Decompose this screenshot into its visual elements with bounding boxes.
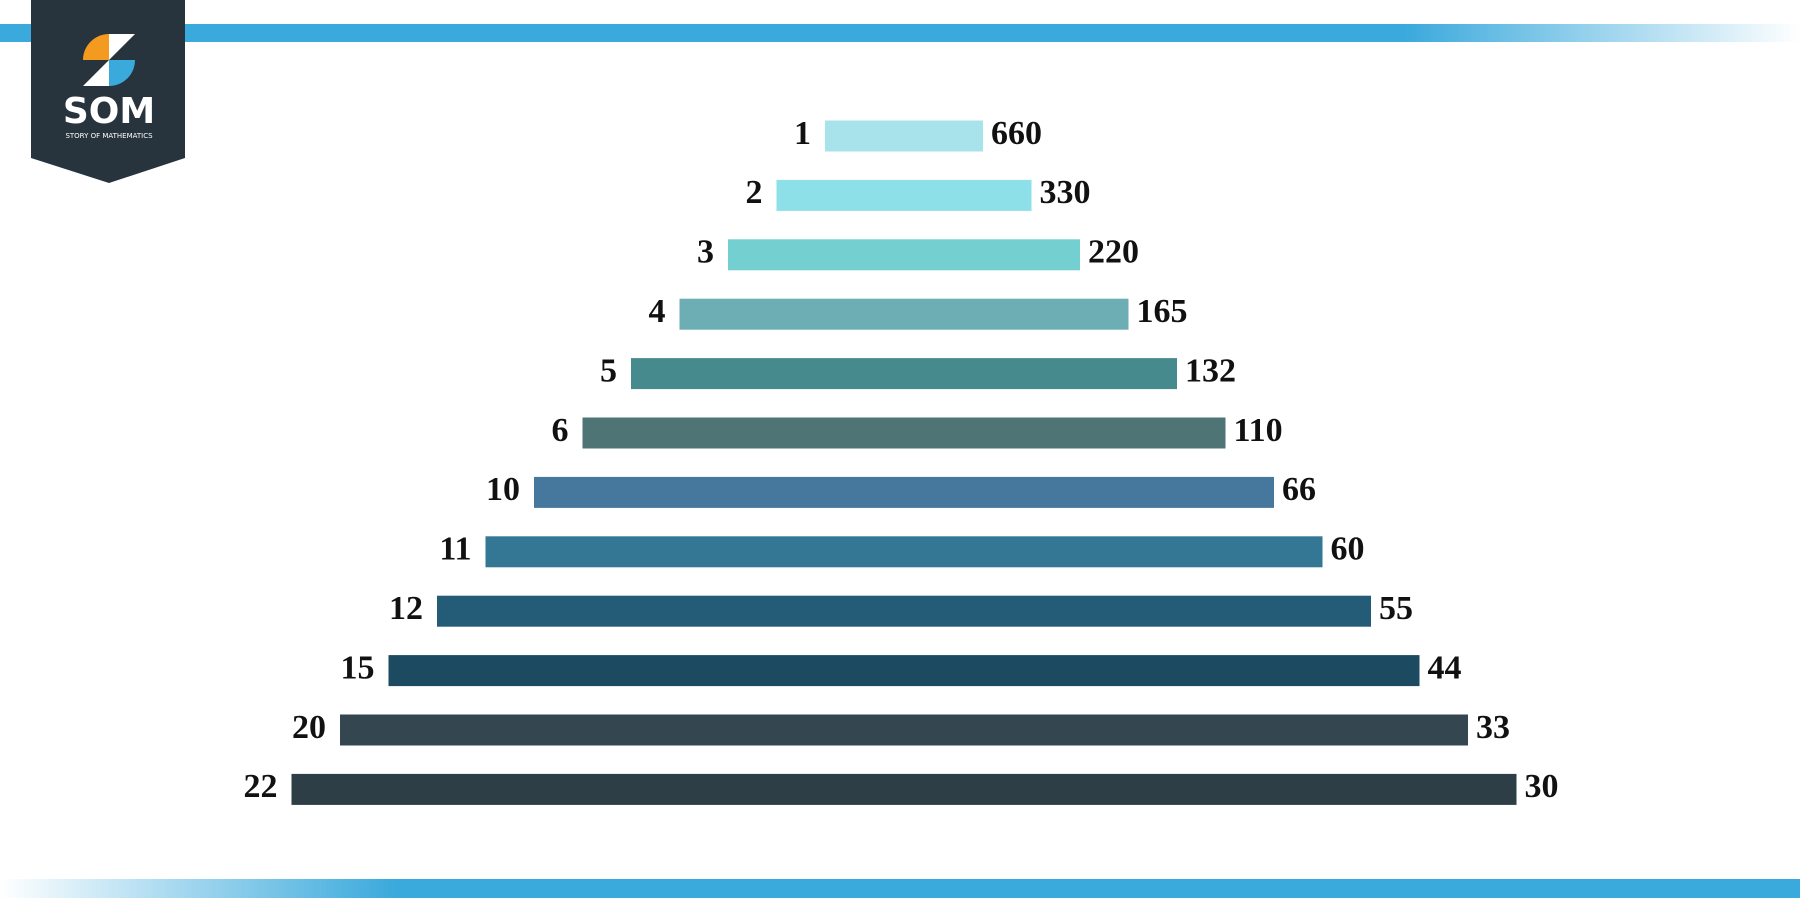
- left-factor: 2: [746, 174, 763, 211]
- right-factor: 60: [1331, 531, 1365, 568]
- left-factor: 1: [794, 115, 811, 152]
- pair-bar: [340, 714, 1468, 746]
- left-factor: 3: [697, 234, 714, 271]
- left-factor: 12: [389, 590, 423, 627]
- pair-bar: [631, 358, 1177, 390]
- bottom-band: [0, 879, 1800, 898]
- right-factor: 330: [1040, 174, 1091, 211]
- logo-badge: [31, 0, 185, 183]
- pair-bar: [534, 476, 1274, 508]
- left-factor: 15: [341, 649, 375, 686]
- logo: SOM STORY OF MATHEMATICS: [31, 0, 185, 183]
- factor-pairs: 1 660 2 330 3 220 4 165 5 132 6 110 10 66 11 60 12 55 15 44…: [244, 115, 1559, 805]
- left-factor: 20: [292, 709, 326, 746]
- right-factor: 66: [1282, 471, 1316, 508]
- right-factor: 30: [1525, 768, 1559, 805]
- right-factor: 660: [991, 115, 1042, 152]
- right-factor: 220: [1088, 234, 1139, 271]
- left-factor: 10: [486, 471, 520, 508]
- right-factor: 55: [1379, 590, 1413, 627]
- logo-white: [109, 34, 135, 60]
- left-factor: 22: [244, 768, 278, 805]
- pair-bar: [825, 120, 983, 152]
- pair-bar: [679, 298, 1129, 330]
- left-factor: 6: [552, 412, 569, 449]
- pair-bar: [776, 179, 1032, 211]
- left-factor: 5: [600, 352, 617, 389]
- pair-bar: [728, 239, 1080, 271]
- left-factor: 4: [649, 293, 666, 330]
- right-factor: 44: [1428, 649, 1462, 686]
- logo-mark: SOM: [63, 91, 155, 132]
- pair-bar: [437, 595, 1371, 627]
- logo-white-2: [83, 60, 109, 86]
- right-factor: 132: [1185, 352, 1236, 389]
- pair-bar: [291, 773, 1517, 805]
- logo-tagline: STORY OF MATHEMATICS: [65, 132, 153, 140]
- right-factor: 33: [1476, 709, 1510, 746]
- logo-orange: [83, 34, 109, 60]
- top-band: [0, 24, 1800, 42]
- left-factor: 11: [439, 531, 471, 568]
- pair-bar: [388, 655, 1420, 687]
- pair-bar: [485, 536, 1323, 568]
- logo-blue: [109, 60, 135, 86]
- pair-bar: [582, 417, 1226, 449]
- right-factor: 110: [1234, 412, 1283, 449]
- right-factor: 165: [1137, 293, 1188, 330]
